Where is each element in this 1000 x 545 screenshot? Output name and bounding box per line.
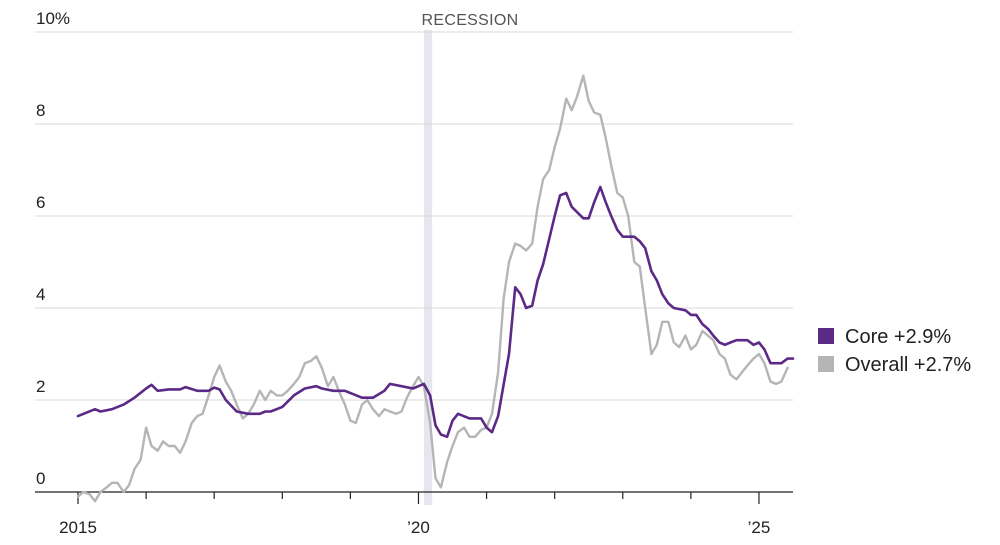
x-tick-label: ’25 [748, 518, 771, 537]
y-axis: 0 2 4 6 8 10% [36, 9, 70, 488]
x-axis: 2015 ’20 ’25 [35, 491, 793, 537]
legend-label: Overall +2.7% [845, 354, 971, 376]
legend: Core +2.9% Overall +2.7% [818, 326, 971, 376]
x-tick-label: 2015 [59, 518, 97, 537]
grid-lines [35, 31, 793, 401]
legend-swatch [818, 328, 834, 344]
series-lines [76, 74, 795, 503]
core-series-line [76, 185, 795, 439]
y-tick-label: 0 [36, 469, 45, 488]
recession-label: RECESSION [422, 12, 519, 29]
legend-label: Core +2.9% [845, 326, 951, 348]
recession-band [423, 30, 433, 505]
y-tick-label: 2 [36, 377, 45, 396]
legend-swatch [818, 356, 834, 372]
overall-series-line [76, 74, 789, 503]
y-tick-label: 6 [36, 193, 45, 212]
y-tick-label: 4 [36, 285, 45, 304]
y-tick-label: 10% [36, 9, 70, 28]
x-tick-label: ’20 [407, 518, 430, 537]
y-tick-label: 8 [36, 101, 45, 120]
